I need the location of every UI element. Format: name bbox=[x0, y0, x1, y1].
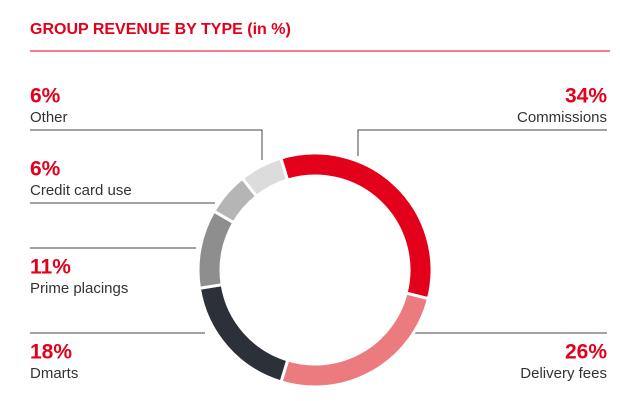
category-label: Commissions bbox=[517, 109, 607, 126]
value-label: 11% bbox=[30, 256, 71, 279]
value-label: 26% bbox=[565, 341, 607, 364]
value-label: 6% bbox=[30, 158, 61, 181]
donut-segment bbox=[240, 156, 290, 199]
donut-segment bbox=[197, 282, 290, 384]
category-label: Dmarts bbox=[30, 365, 78, 382]
value-label: 18% bbox=[30, 341, 72, 364]
value-label: 34% bbox=[565, 85, 607, 108]
category-label: Prime placings bbox=[30, 280, 128, 297]
donut-segment bbox=[196, 209, 236, 290]
donut-segment bbox=[278, 151, 434, 301]
category-label: Delivery fees bbox=[520, 365, 607, 382]
leader-line bbox=[30, 129, 263, 160]
leader-line bbox=[357, 129, 607, 156]
value-label: 6% bbox=[30, 85, 61, 108]
category-label: Other bbox=[30, 109, 68, 126]
donut-segment bbox=[279, 291, 431, 389]
category-label: Credit card use bbox=[30, 182, 132, 199]
chart-title: GROUP REVENUE BY TYPE (in %) bbox=[30, 21, 291, 38]
